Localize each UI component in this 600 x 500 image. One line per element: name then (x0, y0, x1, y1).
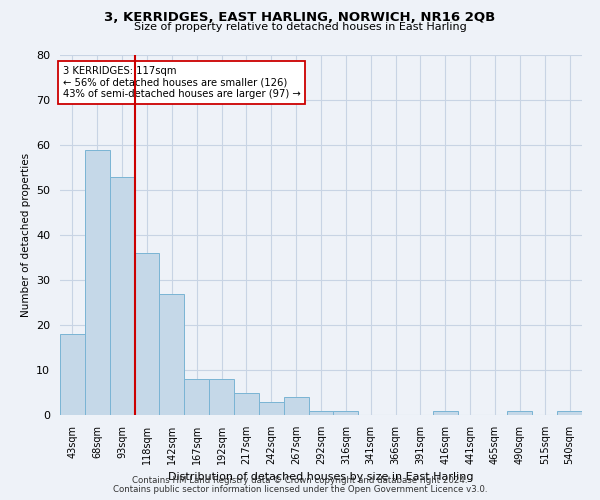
Bar (508, 410, 532, 415)
Bar (284, 397, 308, 415)
Bar (334, 410, 358, 415)
Bar (184, 379, 209, 415)
Bar (110, 176, 134, 415)
Bar (160, 294, 184, 415)
Text: Size of property relative to detached houses in East Harling: Size of property relative to detached ho… (134, 22, 466, 32)
Bar (85, 150, 110, 415)
Bar (134, 253, 160, 415)
Bar (209, 379, 234, 415)
Text: 3, KERRIDGES, EAST HARLING, NORWICH, NR16 2QB: 3, KERRIDGES, EAST HARLING, NORWICH, NR1… (104, 11, 496, 24)
Bar (308, 410, 334, 415)
Text: Contains HM Land Registry data © Crown copyright and database right 2024.: Contains HM Land Registry data © Crown c… (132, 476, 468, 485)
Bar (557, 410, 582, 415)
X-axis label: Distribution of detached houses by size in East Harling: Distribution of detached houses by size … (168, 472, 474, 482)
Text: 3 KERRIDGES: 117sqm
← 56% of detached houses are smaller (126)
43% of semi-detac: 3 KERRIDGES: 117sqm ← 56% of detached ho… (62, 66, 301, 99)
Y-axis label: Number of detached properties: Number of detached properties (20, 153, 31, 317)
Bar (433, 410, 458, 415)
Bar (259, 402, 284, 415)
Text: Contains public sector information licensed under the Open Government Licence v3: Contains public sector information licen… (113, 484, 487, 494)
Bar (60, 334, 85, 415)
Bar (234, 392, 259, 415)
